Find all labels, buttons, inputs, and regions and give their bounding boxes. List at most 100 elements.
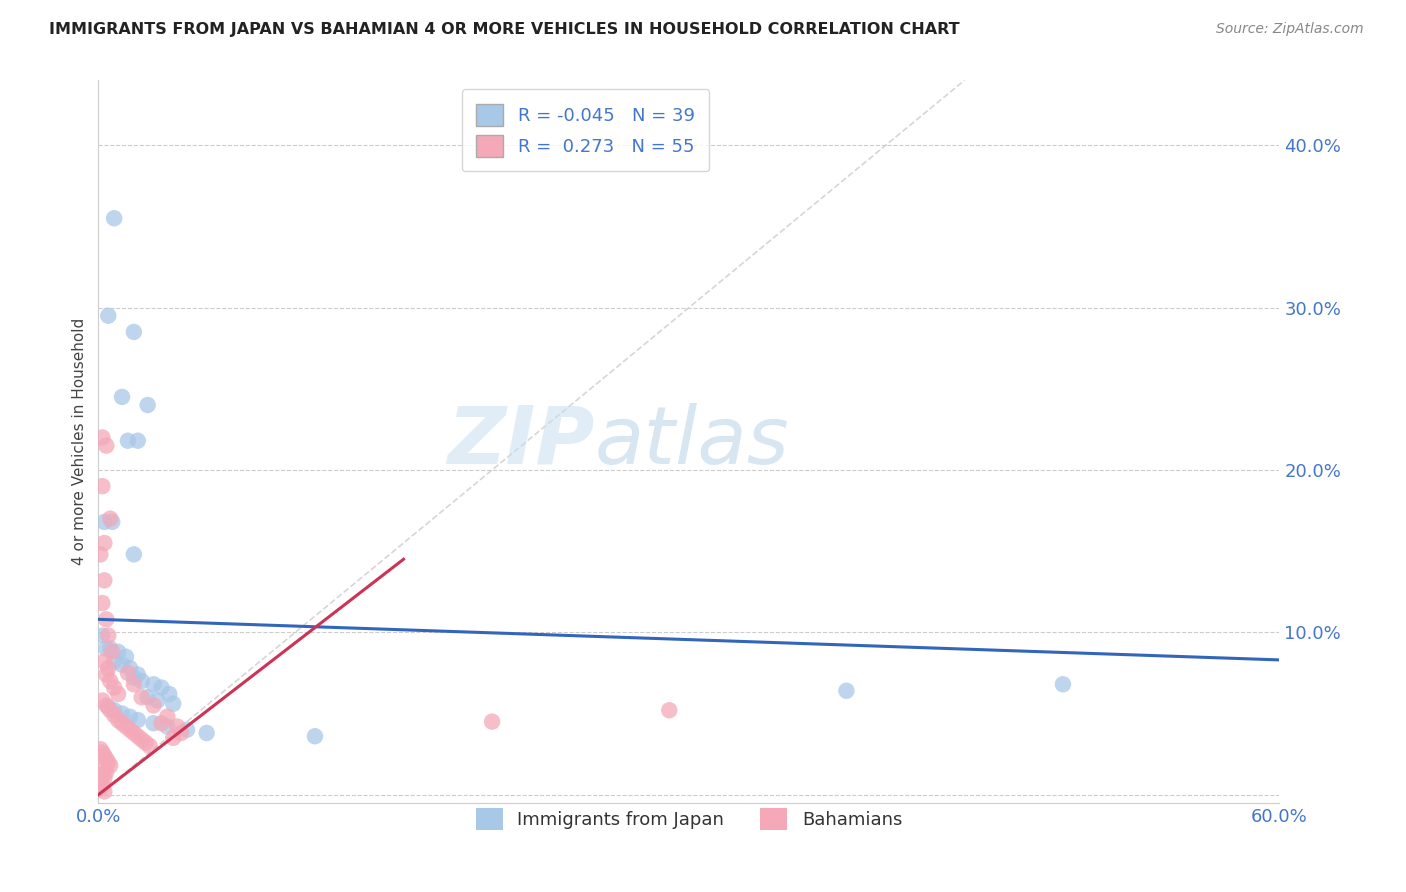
Point (89, 781, 111, 796)
Point (481, 714, 503, 729)
Legend: Immigrants from Japan, Bahamians: Immigrants from Japan, Bahamians (461, 793, 917, 845)
Point (117, 434, 139, 448)
Point (107, 645, 129, 659)
Point (127, 667, 149, 681)
Point (122, 726, 145, 740)
Point (93, 574, 115, 588)
Point (96, 667, 118, 681)
Point (91, 596, 114, 610)
Point (150, 716, 173, 731)
Point (176, 723, 198, 737)
Point (131, 673, 153, 688)
Point (122, 677, 145, 691)
Point (107, 687, 129, 701)
Point (97, 755, 120, 769)
Point (156, 710, 179, 724)
Point (150, 681, 173, 695)
Point (98, 511, 121, 525)
Point (304, 729, 326, 743)
Text: ZIP: ZIP (447, 402, 595, 481)
Point (103, 655, 125, 669)
Point (170, 726, 193, 740)
Point (93, 655, 115, 669)
Point (146, 693, 169, 707)
Point (91, 746, 114, 760)
Point (97, 629, 120, 643)
Point (107, 713, 129, 727)
Point (101, 515, 124, 529)
Point (1052, 677, 1074, 691)
Point (835, 683, 858, 698)
Point (97, 661, 120, 675)
Point (122, 671, 145, 685)
Point (117, 665, 139, 680)
Point (115, 649, 138, 664)
Point (89, 742, 111, 756)
Point (91, 479, 114, 493)
Point (91, 430, 114, 444)
Point (98, 703, 121, 717)
Point (118, 661, 141, 675)
Point (142, 698, 165, 713)
Y-axis label: 4 or more Vehicles in Household: 4 or more Vehicles in Household (72, 318, 87, 566)
Point (91, 778, 114, 792)
Point (93, 762, 115, 776)
Point (101, 645, 124, 659)
Point (97, 309, 120, 323)
Point (127, 729, 149, 743)
Point (111, 706, 134, 721)
Point (103, 703, 125, 717)
Point (127, 434, 149, 448)
Point (138, 739, 160, 753)
Point (136, 690, 159, 705)
Point (97, 700, 120, 714)
Point (118, 723, 141, 737)
Point (127, 713, 149, 727)
Point (162, 731, 184, 745)
Point (111, 657, 134, 672)
Point (98, 641, 121, 656)
Point (91, 693, 114, 707)
Point (111, 716, 134, 731)
Point (98, 758, 121, 772)
Point (111, 390, 134, 404)
Point (93, 515, 115, 529)
Point (93, 772, 115, 786)
Point (91, 768, 114, 782)
Point (135, 736, 157, 750)
Point (96, 764, 118, 779)
Text: Source: ZipAtlas.com: Source: ZipAtlas.com (1216, 22, 1364, 37)
Point (96, 641, 118, 656)
Text: IMMIGRANTS FROM JAPAN VS BAHAMIAN 4 OR MORE VEHICLES IN HOUSEHOLD CORRELATION CH: IMMIGRANTS FROM JAPAN VS BAHAMIAN 4 OR M… (49, 22, 960, 37)
Point (98, 673, 121, 688)
Point (115, 719, 138, 733)
Point (89, 774, 111, 789)
Point (122, 548, 145, 562)
Point (96, 439, 118, 453)
Point (131, 690, 153, 705)
Point (142, 716, 165, 731)
Point (162, 697, 184, 711)
Point (156, 719, 179, 733)
Point (118, 710, 141, 724)
Point (136, 398, 159, 412)
Point (96, 612, 118, 626)
Point (103, 708, 125, 723)
Point (157, 687, 180, 701)
Point (166, 719, 188, 733)
Point (93, 536, 115, 550)
Point (131, 732, 153, 747)
Point (89, 548, 111, 562)
Point (91, 629, 114, 643)
Point (103, 211, 125, 226)
Point (142, 677, 165, 691)
Point (96, 698, 118, 713)
Point (658, 703, 681, 717)
Point (103, 681, 125, 695)
Point (195, 726, 218, 740)
Point (93, 784, 115, 798)
Point (96, 752, 118, 766)
Text: atlas: atlas (595, 402, 789, 481)
Point (93, 748, 115, 763)
Point (122, 325, 145, 339)
